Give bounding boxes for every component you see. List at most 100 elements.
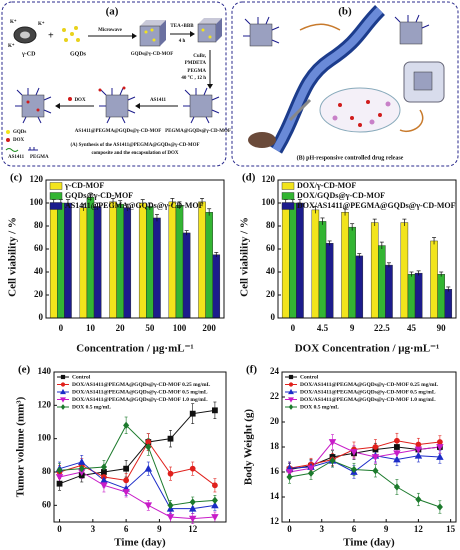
x-axis-title: Time (day): [343, 537, 395, 549]
error-bar: [177, 201, 182, 209]
bar: [318, 221, 327, 319]
marker: [393, 483, 400, 491]
series-line: [59, 424, 215, 506]
marker: [145, 443, 152, 451]
x-axis-title: DOX Concentration / μg·mL⁻¹: [295, 343, 440, 355]
y-tick-label: 60: [34, 243, 44, 253]
y-tick-label: 120: [38, 399, 52, 409]
marker: [189, 465, 196, 472]
legend-label: DOX 0.5 mg/mL: [72, 404, 111, 410]
y-tick-label: 40: [266, 266, 276, 276]
bar: [355, 255, 364, 319]
legend-label: γ-CD-MOF: [64, 181, 104, 190]
scheme-caption: (A) Synthesis of the AS1411@PEGMA@GQDs@γ…: [70, 143, 199, 148]
scheme-caption: (B) pH-responsive controlled drug releas…: [297, 154, 404, 161]
panel-label: (e): [18, 364, 31, 376]
y-tick-label: 60: [42, 499, 52, 509]
k-ion: K⁺: [8, 43, 15, 49]
dox-dot: [68, 97, 72, 101]
mof-cube: [98, 86, 136, 124]
x-tick-label: 45: [407, 323, 417, 333]
x-tick-label: 12: [188, 524, 198, 534]
mof-cube: [15, 87, 52, 124]
error-bar: [81, 203, 86, 212]
marker: [211, 514, 219, 521]
error-bar: [432, 237, 437, 245]
x-tick-label: 50: [145, 323, 155, 333]
arrow-head: [207, 84, 213, 89]
legend-strand: [28, 147, 38, 151]
y-tick-label: 14: [270, 491, 280, 501]
legend-label: DOX/AS1411@PEGMA@GQDs@γ-CD-MOF 0.25 mg/m…: [300, 382, 439, 388]
y-tick-label: 0: [39, 312, 44, 322]
bar: [138, 202, 147, 319]
mof-cube: [197, 18, 222, 43]
bar: [123, 207, 132, 319]
marker: [211, 496, 218, 505]
marker: [77, 458, 86, 465]
y-tick-label: 140: [38, 366, 52, 376]
bar: [414, 272, 423, 319]
step-label: DOX: [74, 98, 86, 103]
x-tick-label: 4.5: [317, 323, 329, 333]
legend-label: DOX/γ-CD-MOF: [297, 181, 356, 190]
chart: (e)Tumor volume (mm³)Time (day)608010012…: [15, 364, 227, 549]
bar: [57, 202, 65, 319]
error-bar: [446, 286, 451, 292]
series-line: [289, 441, 440, 473]
y-tick-label: 0: [271, 312, 276, 322]
marker: [350, 449, 358, 456]
error-bar: [320, 217, 325, 225]
arrow-head: [132, 33, 137, 39]
cd-dots: [332, 101, 391, 125]
marker: [167, 470, 174, 477]
gqd-dots: [62, 26, 80, 42]
marker: [212, 407, 218, 414]
error-bar: [416, 270, 421, 276]
axes-frame: [53, 371, 227, 523]
legend-marker: [288, 404, 294, 410]
marker: [371, 454, 380, 461]
x-tick-label: 10: [86, 323, 96, 333]
marker: [212, 482, 218, 489]
x-tick-label: 100: [173, 323, 187, 333]
legend-label: DOX/AS1411@PEGMA@GQDs@γ-CD-MOF 0.25 mg/m…: [72, 382, 211, 388]
marker: [100, 463, 107, 471]
chart: (f) Body Weight (g) Time (day) 12 14 16 18 20 22…: [243, 364, 457, 549]
legend-swatch: [49, 182, 63, 190]
marker: [372, 467, 379, 475]
y-tick-label: 12: [270, 516, 280, 526]
step-label: PEGMA: [187, 69, 206, 74]
marker: [189, 410, 196, 417]
x-tick-label: 9: [384, 524, 389, 534]
y-tick-label: 40: [34, 266, 44, 276]
y-tick-label: 20: [34, 289, 44, 299]
x-tick-label: 0: [59, 323, 64, 333]
legend-dot: [6, 138, 10, 142]
scheme-caption: composite and the encapsulation of DOX: [91, 151, 178, 156]
marker: [286, 473, 293, 481]
scheme-b: (b) (B) pH-responsive controlled drug re…: [231, 1, 459, 167]
cd-icon-hole: [20, 31, 30, 39]
marker: [144, 502, 153, 510]
bar: [182, 232, 191, 319]
y-axis-title: Tumor volume (mm³): [15, 396, 27, 497]
error-bar: [200, 198, 205, 206]
scheme-legend: AS1411: [8, 155, 25, 160]
bar: [153, 217, 161, 319]
bar: [430, 240, 438, 319]
marker: [285, 469, 294, 476]
legend-label: DOX/AS1411@PEGMA@GQDs@γ-CD-MOF 1.0 mg/mL: [72, 397, 208, 403]
bar: [407, 274, 416, 319]
bar: [109, 201, 117, 319]
error-bar: [402, 218, 407, 226]
error-bar: [386, 262, 391, 268]
x-tick-label: 22.5: [374, 323, 390, 333]
legend-label: DOX/AS1411@PEGMA@GQDs@γ-CD-MOF 1.0 mg/mL: [300, 397, 436, 403]
marker: [436, 453, 444, 460]
panel-label: (d): [242, 172, 256, 184]
marker: [414, 451, 423, 459]
marker: [78, 464, 85, 473]
error-bar: [140, 199, 145, 207]
bar: [93, 206, 102, 319]
